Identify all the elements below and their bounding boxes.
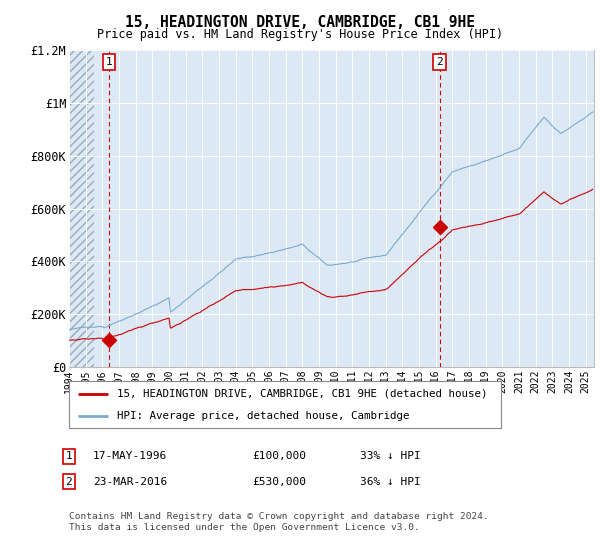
Text: Contains HM Land Registry data © Crown copyright and database right 2024.
This d: Contains HM Land Registry data © Crown c… bbox=[69, 512, 489, 532]
Text: 33% ↓ HPI: 33% ↓ HPI bbox=[360, 451, 421, 461]
Text: 36% ↓ HPI: 36% ↓ HPI bbox=[360, 477, 421, 487]
Text: 1: 1 bbox=[105, 57, 112, 67]
Bar bbox=[69, 50, 94, 367]
Text: 2: 2 bbox=[65, 477, 73, 487]
Text: £530,000: £530,000 bbox=[252, 477, 306, 487]
Text: HPI: Average price, detached house, Cambridge: HPI: Average price, detached house, Camb… bbox=[116, 410, 409, 421]
Text: 15, HEADINGTON DRIVE, CAMBRIDGE, CB1 9HE (detached house): 15, HEADINGTON DRIVE, CAMBRIDGE, CB1 9HE… bbox=[116, 389, 487, 399]
Text: 15, HEADINGTON DRIVE, CAMBRIDGE, CB1 9HE: 15, HEADINGTON DRIVE, CAMBRIDGE, CB1 9HE bbox=[125, 15, 475, 30]
Text: 2: 2 bbox=[436, 57, 443, 67]
Text: 17-MAY-1996: 17-MAY-1996 bbox=[93, 451, 167, 461]
Text: £100,000: £100,000 bbox=[252, 451, 306, 461]
Text: Price paid vs. HM Land Registry's House Price Index (HPI): Price paid vs. HM Land Registry's House … bbox=[97, 28, 503, 41]
Text: 1: 1 bbox=[65, 451, 73, 461]
Text: 23-MAR-2016: 23-MAR-2016 bbox=[93, 477, 167, 487]
FancyBboxPatch shape bbox=[69, 381, 501, 428]
